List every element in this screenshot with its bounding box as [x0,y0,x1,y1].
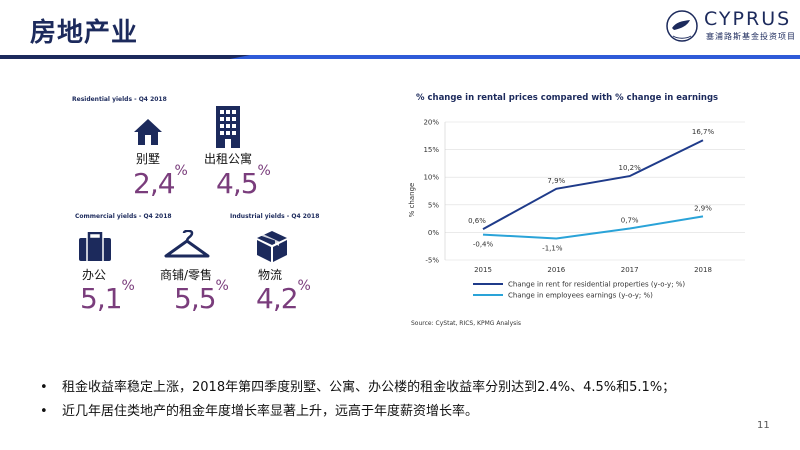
data-label: 16,7% [692,128,715,136]
y-tick-label: -5% [425,257,439,265]
data-label: 0,7% [621,217,639,225]
y-tick-label: 20% [423,119,439,127]
commercial-yields-heading: Commercial yields - Q4 2018 [75,213,172,220]
data-label: 10,2% [619,164,642,172]
yield-value-rental-apartment: 4,5% [216,163,271,200]
source-note: Source: CyStat, RICS, KPMG Analysis [411,320,522,327]
industrial-yields-heading: Industrial yields - Q4 2018 [230,213,320,220]
series-line [482,215,704,240]
data-label: -0,4% [473,241,494,249]
yield-label-retail: 商铺/零售 [160,268,213,282]
header-divider [0,55,800,59]
legend-entry: Change in employees earnings (y-o-y; %) [508,292,653,300]
x-tick-label: 2016 [547,266,565,274]
yield-value-retail: 5,5% [174,278,229,315]
y-tick-label: 15% [423,146,439,154]
data-label: 7,9% [547,177,565,185]
clothes-hanger-icon [164,230,210,258]
cyprus-logo-icon [666,10,698,42]
package-box-icon [257,231,287,262]
yield-label-office: 办公 [82,268,107,282]
y-tick-label: 10% [423,174,439,182]
legend-entry: Change in rent for residential propertie… [508,281,685,289]
y-tick-label: 0% [428,229,439,237]
y-tick-label: 5% [428,201,439,209]
apartment-building-icon [216,106,240,148]
yield-value-office: 5,1% [80,278,135,315]
list-item: • 近几年居住类地产的租金年度增长率显著上升，远高于年度薪资增长率。 [40,404,479,419]
logo-text: CYPRUS [704,8,792,30]
page-number: 11 [757,420,770,431]
chart-title: % change in rental prices compared with … [416,93,719,103]
y-axis-label: % change [408,183,416,218]
x-tick-label: 2018 [694,266,712,274]
series-line [482,139,704,230]
yield-value-logistics: 4,2% [256,278,311,315]
x-tick-label: 2017 [621,266,639,274]
yield-label-villa: 别墅 [136,152,161,166]
line-chart: 20% 15% 10% 5% 0% -5% 2015 2016 2017 2018 0,6% 7,… [408,119,745,300]
bullet-list: • 租金收益率稳定上涨，2018年第四季度别墅、公寓、办公楼的租金收益率分别达到2… [40,376,675,424]
yield-label-logistics: 物流 [258,268,283,282]
yield-label-rental-apartment: 出租公寓 [204,152,253,166]
data-label: 0,6% [468,217,486,225]
x-tick-label: 2015 [474,266,492,274]
briefcase-icon [79,232,111,261]
logo-subtitle: 塞浦路斯基金投资项目 [706,32,796,41]
data-label: 2,9% [694,204,712,212]
data-label: -1,1% [542,244,563,252]
page-title: 房地产业 [30,18,139,48]
house-icon [134,119,162,145]
list-item: • 租金收益率稳定上涨，2018年第四季度别墅、公寓、办公楼的租金收益率分别达到2… [40,380,676,395]
yield-value-villa: 2,4% [133,163,188,200]
residential-yields-heading: Residential yields - Q4 2018 [72,96,167,103]
